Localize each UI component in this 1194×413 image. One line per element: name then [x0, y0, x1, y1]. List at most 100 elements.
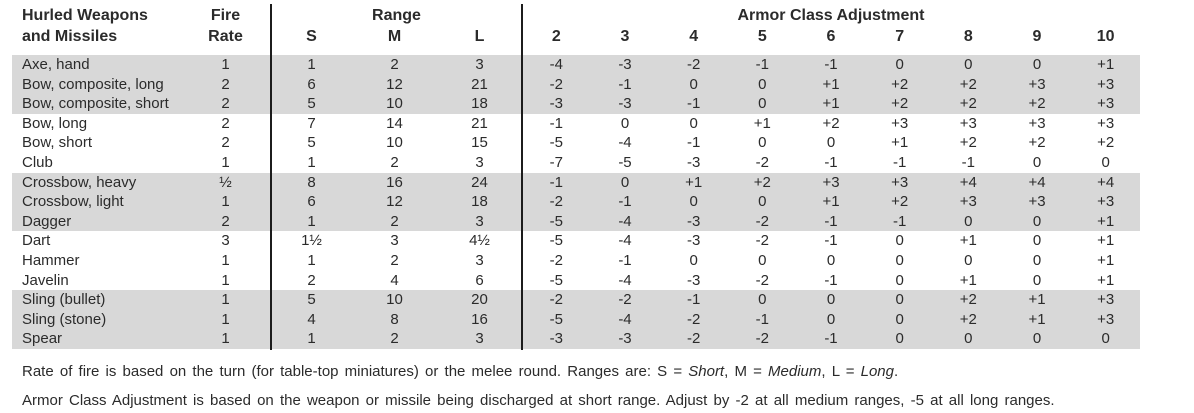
- ac-cell: -5: [618, 153, 632, 171]
- ac-cell: +2: [959, 291, 977, 309]
- weapon-name-cell: Axe, hand: [22, 56, 90, 73]
- ac-cell: 0: [826, 134, 836, 152]
- ac-cell: 0: [758, 134, 767, 152]
- ac-cell: +2: [753, 173, 771, 191]
- ac-cell: +2: [822, 114, 840, 132]
- fire-rate-cell: 1: [221, 193, 230, 211]
- ac-cell: 0: [1032, 330, 1042, 348]
- ac-cell: +1: [1028, 291, 1046, 309]
- ac-cell: -2: [755, 232, 769, 250]
- weapons-header-line2: and Missiles: [22, 28, 118, 45]
- ac-cell: -1: [892, 212, 907, 230]
- table-row: Bow, long 2 7 14 21 -1 0 0 +1 +2 +3 +3 +3 +3: [12, 114, 1140, 134]
- ac-col-header: 2: [551, 28, 561, 45]
- ac-cell: +1: [1097, 251, 1115, 269]
- ac-cell: +4: [1097, 173, 1115, 191]
- ac-cell: 0: [826, 291, 836, 309]
- ac-col-header: 7: [895, 28, 905, 45]
- range-m-cell: 8: [390, 310, 399, 328]
- table-row: Dagger 2 1 2 3 -5 -4 -3 -2 -1 -1 0 0 +1: [12, 211, 1140, 232]
- range-m-cell: 10: [386, 134, 403, 152]
- ac-cell: -1: [755, 56, 769, 73]
- ac-cell: -1: [824, 232, 838, 250]
- ac-cell: +2: [959, 310, 977, 328]
- ac-cell: -1: [686, 134, 701, 152]
- range-col-header: S: [306, 28, 317, 45]
- range-s-cell: 1: [307, 251, 316, 269]
- vertical-rule-range: [521, 4, 523, 350]
- ac-cell: -1: [686, 95, 701, 113]
- range-s-cell: 1: [307, 153, 316, 171]
- ac-cell: +1: [1097, 56, 1115, 73]
- ac-cell: 0: [689, 114, 698, 132]
- ac-cell: 0: [895, 310, 904, 328]
- ac-cell: +3: [1028, 75, 1046, 93]
- ac-cell: -1: [755, 310, 769, 328]
- ac-cell: 0: [620, 114, 630, 132]
- ac-cell: 0: [1101, 153, 1110, 171]
- ac-cell: -3: [549, 95, 563, 113]
- ac-cell: -1: [961, 153, 975, 171]
- ac-cell: +3: [1097, 291, 1115, 309]
- range-s-cell: 4: [307, 310, 316, 328]
- ac-cell: 0: [895, 330, 904, 348]
- ac-cell: -2: [755, 153, 769, 171]
- ac-cell: -2: [549, 291, 563, 309]
- range-m-cell: 3: [390, 232, 399, 250]
- ac-cell: +2: [891, 193, 909, 211]
- ac-cell: -3: [618, 330, 632, 348]
- range-m-cell: 2: [390, 212, 399, 230]
- table-row: Club 1 1 2 3 -7 -5 -3 -2 -1 -1 -1 0 0: [12, 153, 1140, 173]
- ac-cell: 0: [895, 271, 904, 289]
- weapon-name-cell: Dart: [22, 232, 51, 250]
- ac-cell: +4: [959, 173, 977, 191]
- weapon-name-cell: Club: [22, 153, 53, 171]
- range-l-cell: 3: [475, 212, 484, 230]
- footnote-text-segment: , M =: [724, 363, 769, 380]
- ac-cell: +2: [959, 95, 977, 113]
- range-s-cell: 8: [307, 173, 316, 191]
- ac-cell: +1: [1097, 271, 1115, 289]
- fire-rate-cell: 1: [221, 56, 230, 73]
- range-s-cell: 1: [307, 330, 316, 348]
- range-m-cell: 2: [390, 251, 399, 269]
- ac-cell: -3: [686, 212, 701, 230]
- ac-cell: +3: [891, 173, 909, 191]
- ac-cell: 0: [689, 251, 698, 269]
- range-l-cell: 20: [471, 291, 488, 309]
- range-s-cell: 5: [307, 95, 316, 113]
- ac-cell: 0: [964, 330, 973, 348]
- ac-cell: +2: [1097, 134, 1115, 152]
- ac-cell: -5: [549, 212, 563, 230]
- range-s-cell: 5: [307, 291, 316, 309]
- table-row: Bow, composite, short 2 5 10 18 -3 -3 -1 0 +1 +2 +2…: [12, 94, 1140, 114]
- ac-cell: +1: [1028, 310, 1046, 328]
- table-row: Hammer 1 1 2 3 -2 -1 0 0 0 0 0 0 +1: [12, 251, 1140, 271]
- ac-col-header: 6: [826, 28, 836, 45]
- range-m-cell: 12: [386, 193, 403, 211]
- weapon-name-cell: Bow, composite, short: [22, 95, 169, 113]
- range-l-cell: 21: [471, 75, 488, 93]
- table-header: Hurled Weapons and Missiles Fire Rate Ra…: [12, 5, 1140, 47]
- footnote-text-segment: Rate of fire is based on the turn (for t…: [22, 363, 689, 380]
- ac-cell: +1: [959, 232, 977, 250]
- weapon-name-cell: Bow, long: [22, 114, 88, 132]
- ac-cell: -2: [549, 193, 563, 211]
- footnote-italic-short: Short: [688, 363, 725, 380]
- ac-cell: -5: [549, 232, 563, 250]
- range-l-cell: 6: [475, 271, 484, 289]
- ac-cell: +1: [753, 114, 771, 132]
- ac-cell: +3: [1097, 95, 1115, 113]
- ac-cell: -4: [618, 134, 632, 152]
- ac-cell: -2: [549, 251, 563, 269]
- range-m-cell: 2: [390, 153, 399, 171]
- weapon-name-cell: Hammer: [22, 251, 80, 269]
- ac-cell: -2: [686, 56, 701, 73]
- range-s-cell: 1½: [301, 232, 322, 250]
- range-s-cell: 6: [307, 75, 316, 93]
- ac-cell: -4: [618, 232, 632, 250]
- range-m-cell: 2: [390, 330, 399, 348]
- range-l-cell: 18: [471, 95, 488, 113]
- ac-cell: 0: [1032, 56, 1042, 73]
- table-row: Sling (stone) 1 4 8 16 -5 -4 -2 -1 0 0 +2 +1 +3: [12, 309, 1140, 330]
